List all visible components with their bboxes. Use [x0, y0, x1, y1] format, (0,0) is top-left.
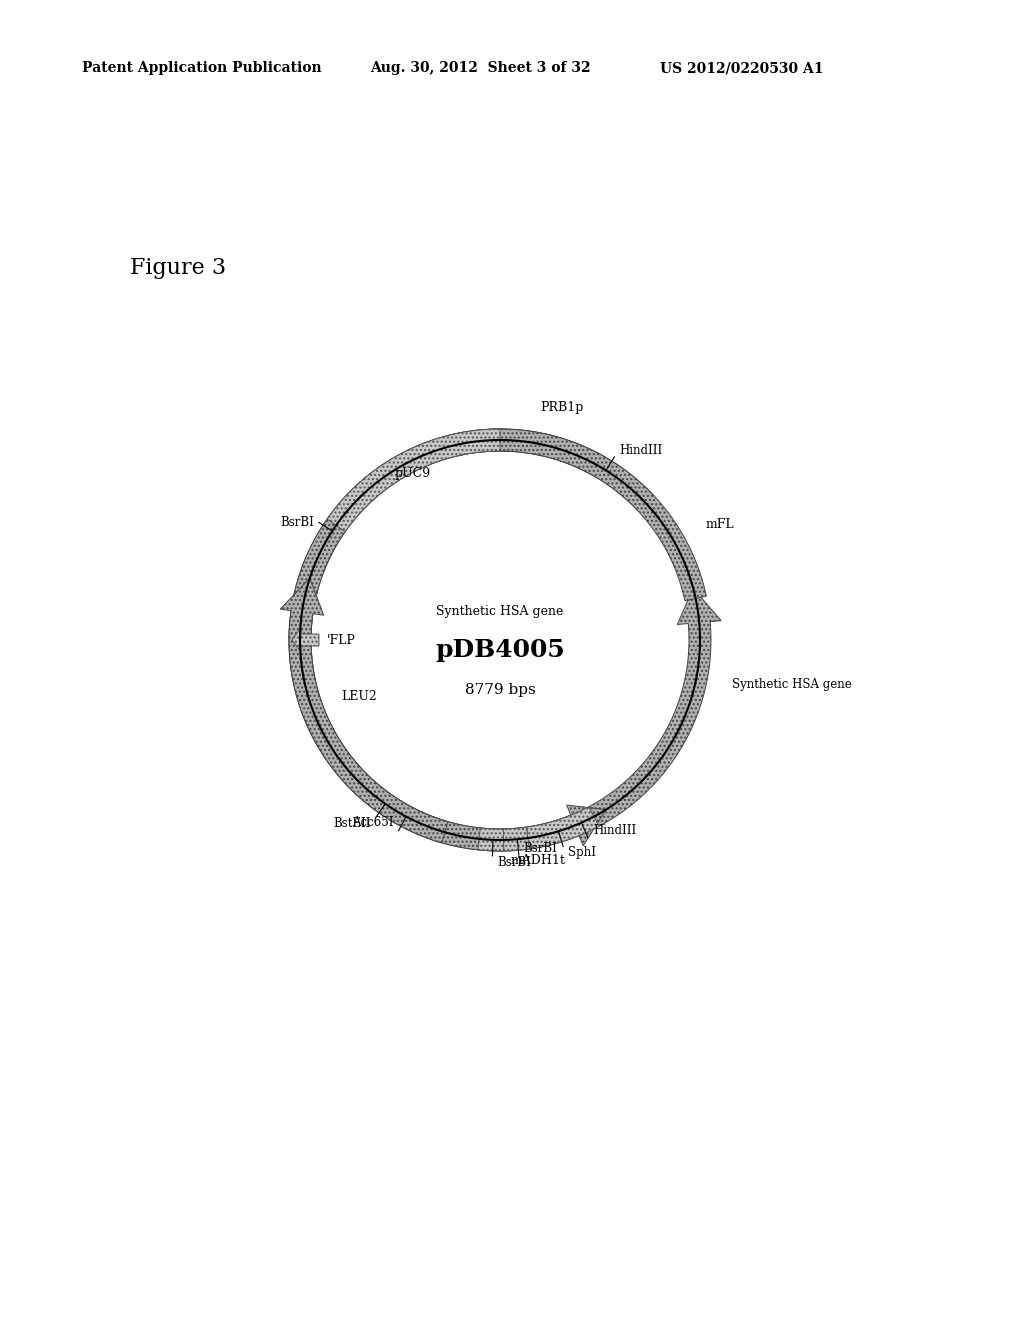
Text: Synthetic HSA gene: Synthetic HSA gene: [732, 677, 852, 690]
Text: LEU2: LEU2: [341, 690, 377, 704]
Text: SphI: SphI: [568, 846, 596, 859]
Text: Patent Application Publication: Patent Application Publication: [82, 61, 322, 75]
Polygon shape: [478, 828, 504, 851]
Text: 8779 bps: 8779 bps: [465, 682, 536, 697]
Polygon shape: [281, 578, 447, 843]
Polygon shape: [289, 429, 707, 851]
Text: pDB4005: pDB4005: [435, 638, 565, 663]
Text: BstEII: BstEII: [334, 817, 371, 830]
Text: BsrBI: BsrBI: [280, 516, 313, 529]
Polygon shape: [526, 807, 599, 849]
Text: 'FLP: 'FLP: [327, 634, 356, 647]
Text: Aug. 30, 2012  Sheet 3 of 32: Aug. 30, 2012 Sheet 3 of 32: [370, 61, 591, 75]
Text: Figure 3: Figure 3: [130, 257, 226, 279]
Text: Synthetic HSA gene: Synthetic HSA gene: [436, 606, 563, 619]
Text: BsrBI: BsrBI: [498, 857, 531, 870]
Polygon shape: [504, 828, 529, 851]
Text: Acc65I: Acc65I: [352, 816, 393, 829]
Text: HindIII: HindIII: [593, 824, 636, 837]
Polygon shape: [292, 628, 319, 652]
Text: pUC9: pUC9: [395, 467, 431, 480]
Text: PRB1p: PRB1p: [541, 401, 584, 414]
Text: BsrBI: BsrBI: [524, 842, 558, 854]
Polygon shape: [289, 429, 721, 851]
Text: US 2012/0220530 A1: US 2012/0220530 A1: [660, 61, 823, 75]
Text: mADH1t: mADH1t: [511, 854, 565, 867]
Text: HindIII: HindIII: [620, 445, 663, 457]
Polygon shape: [327, 429, 500, 532]
Polygon shape: [445, 429, 605, 477]
Text: mFL: mFL: [706, 517, 734, 531]
